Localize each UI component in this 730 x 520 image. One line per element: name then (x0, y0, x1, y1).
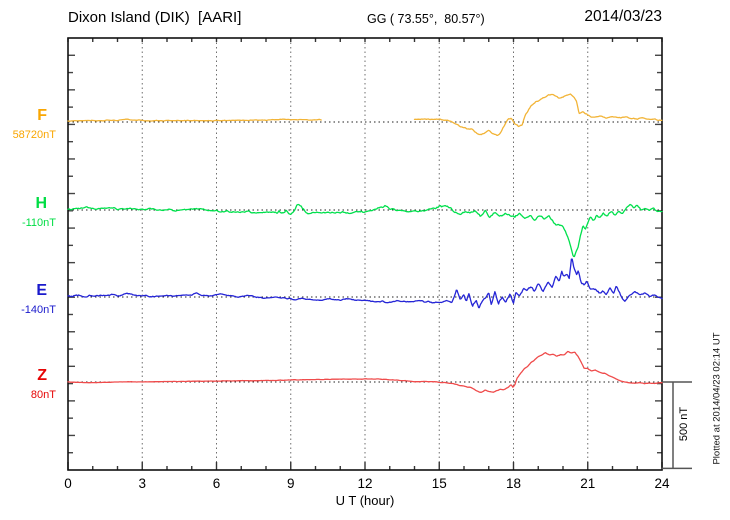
x-axis-label: U T (hour) (335, 493, 395, 508)
trace-Z (67, 350, 663, 393)
series-baseline-value-Z: 80nT (30, 389, 56, 401)
trace-F (413, 93, 663, 137)
geo-coordinates-label: GG ( 73.55°, 80.57°) (367, 12, 485, 26)
series-label-Z: Z (37, 367, 47, 384)
x-tick-label-0: 0 (64, 476, 72, 491)
series-baseline-value-H: -110nT (21, 217, 56, 229)
x-tick-label-21: 21 (580, 476, 596, 491)
trace-H (67, 203, 663, 258)
series-label-E: E (36, 282, 47, 299)
series-label-H: H (35, 195, 47, 212)
date-label: 2014/03/23 (584, 8, 662, 25)
x-tick-label-9: 9 (286, 476, 295, 491)
x-tick-label-3: 3 (138, 476, 146, 491)
series-baseline-value-E: -140nT (21, 304, 56, 316)
page-title: Dixon Island (DIK) [AARI] (68, 9, 242, 26)
series-label-F: F (37, 107, 47, 124)
series-baseline-value-F: 58720nT (12, 129, 56, 141)
trace-F (67, 118, 322, 122)
x-tick-label-24: 24 (654, 476, 670, 491)
trace-E (67, 258, 663, 309)
x-tick-label-6: 6 (212, 476, 221, 491)
scale-bar-label: 500 nT (678, 406, 690, 442)
x-tick-label-15: 15 (431, 476, 447, 491)
x-tick-label-12: 12 (357, 476, 373, 491)
plot-frame (67, 37, 663, 471)
plotted-timestamp-note: Plotted at 2014/04/23 02:14 UT (711, 332, 723, 465)
x-tick-label-18: 18 (505, 476, 522, 491)
